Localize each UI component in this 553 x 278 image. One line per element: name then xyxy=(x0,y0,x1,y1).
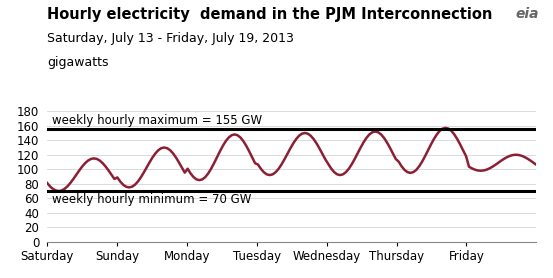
Text: weekly hourly minimum = 70 GW: weekly hourly minimum = 70 GW xyxy=(52,193,251,206)
Text: Saturday, July 13 - Friday, July 19, 2013: Saturday, July 13 - Friday, July 19, 201… xyxy=(47,32,294,45)
Text: eia: eia xyxy=(516,7,539,21)
Text: Hourly electricity  demand in the PJM Interconnection: Hourly electricity demand in the PJM Int… xyxy=(47,7,492,22)
Text: gigawatts: gigawatts xyxy=(47,56,108,69)
Text: weekly hourly maximum = 155 GW: weekly hourly maximum = 155 GW xyxy=(52,114,262,127)
